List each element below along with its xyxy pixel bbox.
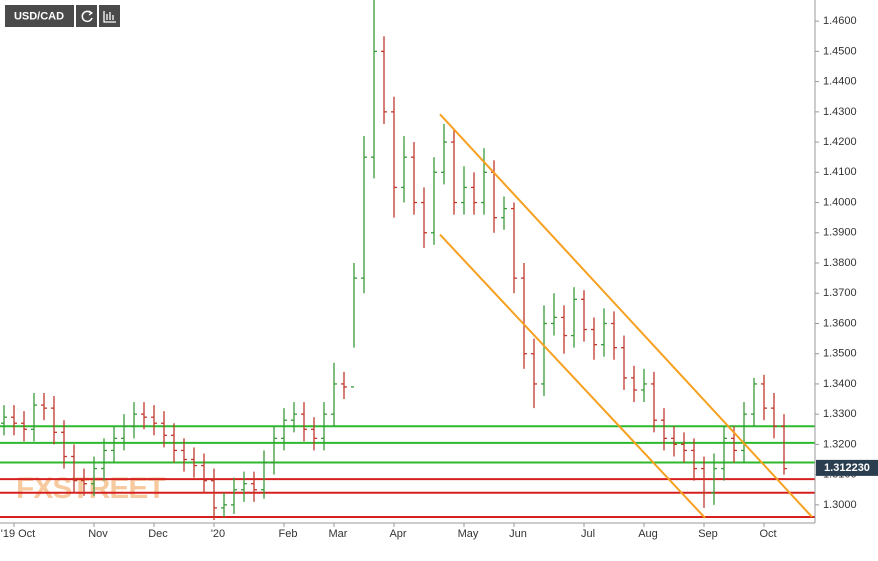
x-tick-label: '19 Oct <box>1 528 36 540</box>
x-tick-label: Mar <box>329 528 348 540</box>
y-tick-label: 1.4100 <box>823 166 857 178</box>
x-tick-label: Sep <box>698 528 718 540</box>
y-tick-label: 1.4600 <box>823 15 857 27</box>
y-tick-label: 1.3700 <box>823 287 857 299</box>
y-tick-label: 1.3500 <box>823 348 857 360</box>
x-tick-label: Aug <box>638 528 658 540</box>
y-tick-label: 1.4000 <box>823 196 857 208</box>
x-tick-label: Dec <box>148 528 168 540</box>
refresh-arrow <box>88 10 94 16</box>
last-price-label: 1.312230 <box>824 462 870 474</box>
symbol-button[interactable] <box>5 5 74 27</box>
y-tick-label: 1.3400 <box>823 378 857 390</box>
y-tick-label: 1.4400 <box>823 76 857 88</box>
x-tick-label: Nov <box>88 528 108 540</box>
x-tick-label: Jun <box>509 528 527 540</box>
symbol: USD/CAD <box>14 10 64 22</box>
y-tick-label: 1.4300 <box>823 106 857 118</box>
x-tick-label: Oct <box>759 528 776 540</box>
last-price-box <box>816 459 878 476</box>
x-tick-label: Jul <box>581 528 595 540</box>
trend-line <box>439 233 706 519</box>
watermark: FXSTREET <box>16 472 165 505</box>
y-tick-label: 1.3900 <box>823 227 857 239</box>
trend-line <box>439 113 813 518</box>
y-tick-label: 1.3300 <box>823 408 857 420</box>
y-tick-label: 1.3200 <box>823 438 857 450</box>
y-tick-label: 1.3600 <box>823 317 857 329</box>
indicator-icon <box>103 11 116 23</box>
y-tick-label: 1.3000 <box>823 499 857 511</box>
x-tick-label: May <box>458 528 479 540</box>
y-tick-label: 1.4200 <box>823 136 857 148</box>
x-tick-label: Apr <box>389 528 406 540</box>
y-tick-label: 1.4500 <box>823 45 857 57</box>
refresh-button[interactable] <box>76 5 97 27</box>
x-tick-label: Feb <box>279 528 298 540</box>
x-tick-label: '20 <box>211 528 225 540</box>
refresh-icon <box>81 10 93 23</box>
y-tick-label: 1.3800 <box>823 257 857 269</box>
